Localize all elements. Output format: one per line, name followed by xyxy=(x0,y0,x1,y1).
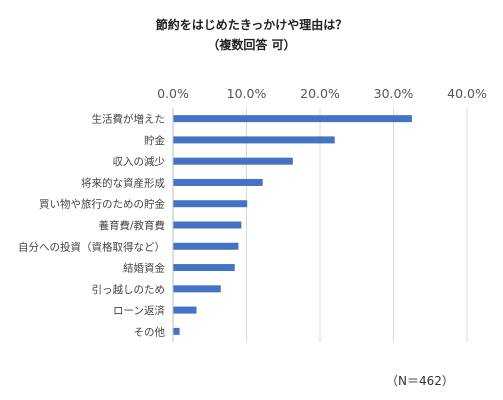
x-tick-label: 40.0% xyxy=(447,86,487,101)
bar xyxy=(173,136,335,144)
bar xyxy=(173,157,293,165)
bar xyxy=(173,200,248,208)
category-label: 買い物や旅行のための貯金 xyxy=(39,198,165,211)
category-label: 引っ越しのため xyxy=(92,283,166,296)
category-label: ローン返済 xyxy=(113,304,165,317)
category-label: 将来的な資産形成 xyxy=(81,176,165,189)
bar xyxy=(173,242,239,250)
sample-size-note: （N＝462） xyxy=(386,374,454,388)
x-tick-label: 20.0% xyxy=(300,86,340,101)
x-tick-label: 0.0% xyxy=(157,86,189,101)
chart-title: 節約をはじめたきっかけや理由は？ xyxy=(155,18,348,32)
bar xyxy=(173,285,221,293)
x-tick-label: 30.0% xyxy=(374,86,414,101)
bar xyxy=(173,178,263,186)
bar xyxy=(173,264,235,272)
category-label: 養育費/教育費 xyxy=(98,219,165,232)
bar xyxy=(173,327,180,335)
category-label: その他 xyxy=(134,325,166,338)
category-label: 生活費が増えた xyxy=(92,113,166,126)
category-label: 収入の減少 xyxy=(113,155,166,168)
bar xyxy=(173,115,412,123)
category-label: 貯金 xyxy=(144,134,165,147)
bar xyxy=(173,306,197,314)
category-label: 結婚資金 xyxy=(123,262,165,275)
bar xyxy=(173,221,242,229)
x-tick-label: 10.0% xyxy=(227,86,267,101)
chart-subtitle: （複数回答 可） xyxy=(207,38,296,52)
category-label: 自分への投資（資格取得など） xyxy=(18,240,165,253)
